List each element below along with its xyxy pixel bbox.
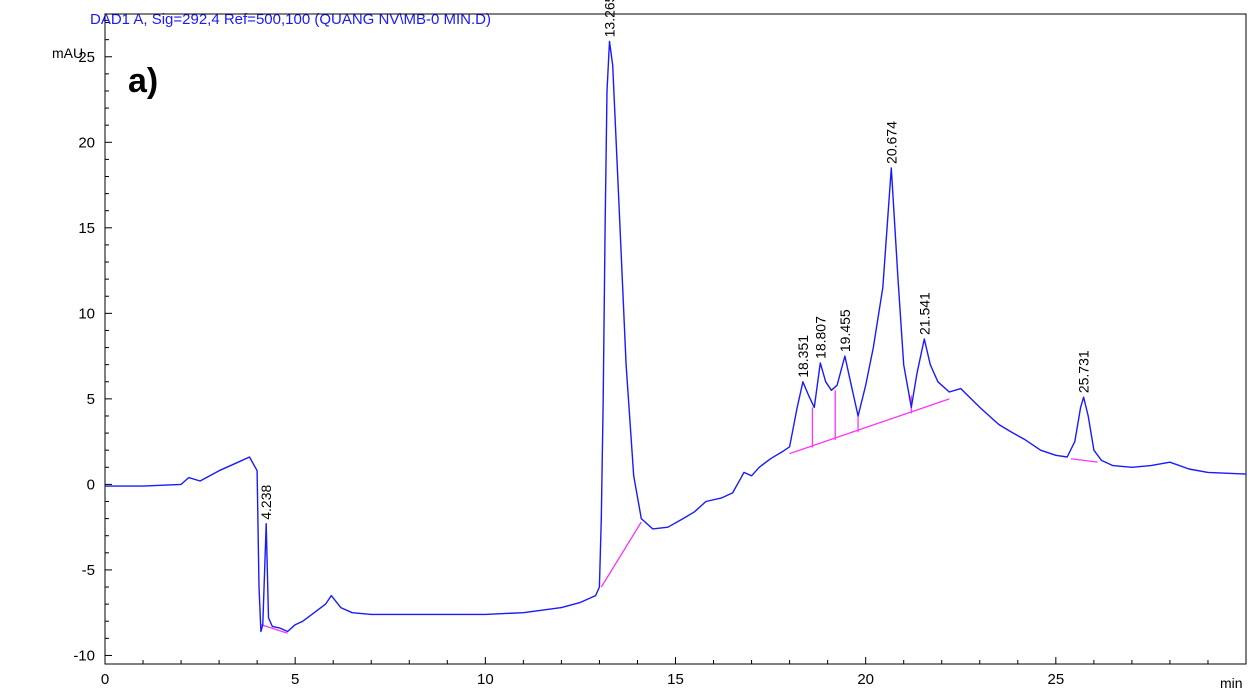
peak-label: 18.807 bbox=[812, 316, 828, 359]
signal-trace bbox=[105, 40, 1247, 633]
panel-label: a) bbox=[128, 62, 158, 100]
plot-frame bbox=[104, 13, 1247, 665]
peak-label-group: 4.238 13.265 18.351 18.807 19.455 20.674 21.54… bbox=[258, 0, 1091, 520]
x-tick-label: 0 bbox=[101, 671, 109, 688]
integration-baseline bbox=[1070, 458, 1098, 463]
y-tick-label: 15 bbox=[78, 220, 95, 237]
x-tick-label: 15 bbox=[667, 671, 684, 688]
x-tick-label: 20 bbox=[857, 671, 874, 688]
y-tick-label: -5 bbox=[82, 562, 95, 579]
peak-label: 18.351 bbox=[795, 335, 811, 378]
integration-baseline bbox=[260, 624, 288, 634]
y-axis-label: mAU bbox=[52, 45, 83, 61]
x-tick-label: 10 bbox=[477, 671, 494, 688]
x-tick-label: 5 bbox=[291, 671, 299, 688]
peak-label: 19.455 bbox=[837, 309, 853, 352]
peak-label: 13.265 bbox=[602, 0, 618, 37]
y-tick-label: -10 bbox=[73, 647, 95, 664]
peak-label: 20.674 bbox=[883, 121, 899, 164]
y-tick-label: 0 bbox=[87, 476, 95, 493]
y-tick-label: 25 bbox=[78, 49, 95, 66]
integration-baseline bbox=[789, 398, 950, 455]
integration-baseline bbox=[600, 521, 642, 588]
axes-group: -10 -5 0 5 10 15 20 25 0 5 10 15 20 25 bbox=[73, 13, 1247, 688]
y-tick-label: 10 bbox=[78, 305, 95, 322]
x-tick-label: 25 bbox=[1047, 671, 1064, 688]
peak-label: 4.238 bbox=[258, 484, 274, 519]
y-tick-label: 5 bbox=[87, 391, 95, 408]
peak-label: 25.731 bbox=[1076, 350, 1092, 393]
x-axis-label: min bbox=[1220, 675, 1243, 691]
y-tick-label: 20 bbox=[78, 134, 95, 151]
series-group bbox=[105, 40, 1247, 633]
peak-label: 21.541 bbox=[916, 292, 932, 335]
baseline-group bbox=[260, 390, 1098, 634]
signal-header: DAD1 A, Sig=292,4 Ref=500,100 (QUANG NV\… bbox=[90, 11, 491, 28]
